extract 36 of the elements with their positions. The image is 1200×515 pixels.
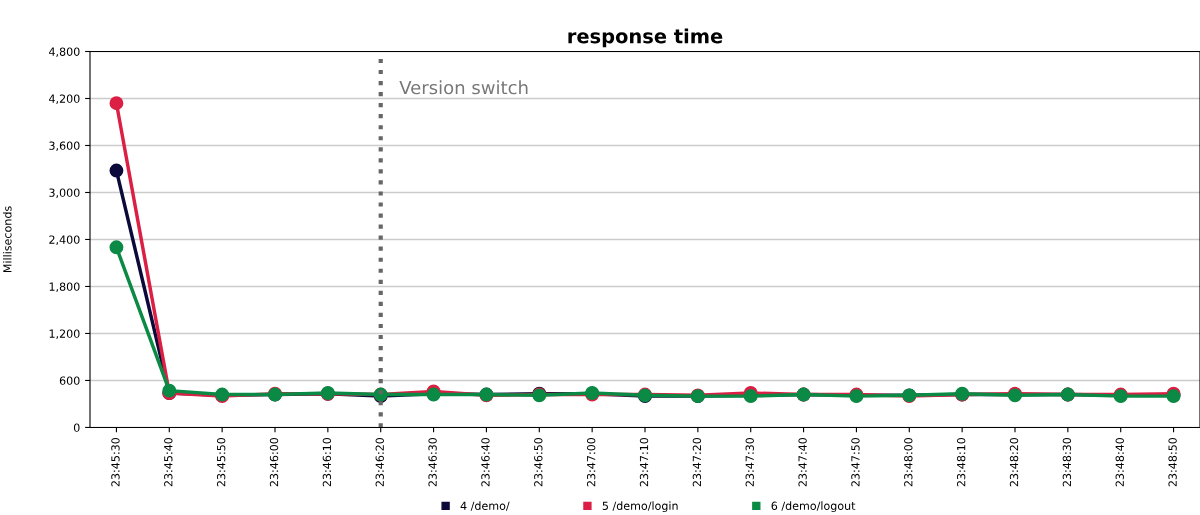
- x-tick-label: 23:45:30: [111, 437, 120, 487]
- x-tick-label: 23:46:00: [269, 437, 279, 487]
- x-tick-label: 23:47:50: [851, 437, 860, 487]
- x-tick-label: 23:48:50: [1168, 437, 1177, 487]
- chart-title: response time: [568, 28, 723, 48]
- y-tick-label: 0: [73, 423, 80, 432]
- x-tick-label: 23:47:10: [639, 437, 649, 487]
- x-tick-label: 23:46:30: [428, 437, 437, 487]
- y-tick-label: 1,200: [49, 329, 80, 339]
- x-tick-label: 23:46:10: [322, 437, 332, 487]
- x-tick-label: 23:48:10: [956, 437, 966, 487]
- x-tick-label: 23:47:00: [586, 437, 596, 487]
- x-tick-label: 23:48:20: [1009, 437, 1019, 487]
- x-tick-label: 23:46:40: [481, 437, 490, 487]
- y-tick-label: 3,600: [49, 141, 80, 151]
- y-tick-label: 4,200: [49, 94, 80, 105]
- x-tick-label: 23:45:40: [164, 437, 173, 487]
- x-tick-label: 23:47:30: [745, 437, 754, 487]
- y-tick-label: 1,800: [49, 282, 80, 292]
- y-tick-label: 4,800: [49, 47, 80, 58]
- x-tick-label: 23:46:50: [534, 437, 543, 487]
- x-tick-label: 23:47:20: [692, 437, 702, 487]
- legend-label: 5 /demo/login: [602, 501, 678, 513]
- legend-label: 4 /demo/: [460, 501, 510, 511]
- x-tick-label: 23:45:50: [216, 437, 226, 487]
- x-tick-label: 23:48:00: [904, 437, 913, 487]
- y-tick-label: 3,000: [49, 188, 80, 198]
- y-tick-label: 2,400: [49, 235, 80, 245]
- x-tick-label: 23:48:40: [1115, 437, 1124, 487]
- legend-label: 6 /demo/logout: [771, 501, 856, 513]
- y-tick-label: 600: [59, 376, 80, 385]
- ref-line-label: Version switch: [399, 80, 528, 95]
- x-tick-label: 23:47:40: [798, 437, 807, 487]
- x-tick-label: 23:46:20: [375, 437, 384, 487]
- y-axis-title: Milliseconds: [2, 206, 12, 273]
- x-tick-label: 23:48:30: [1062, 437, 1072, 487]
